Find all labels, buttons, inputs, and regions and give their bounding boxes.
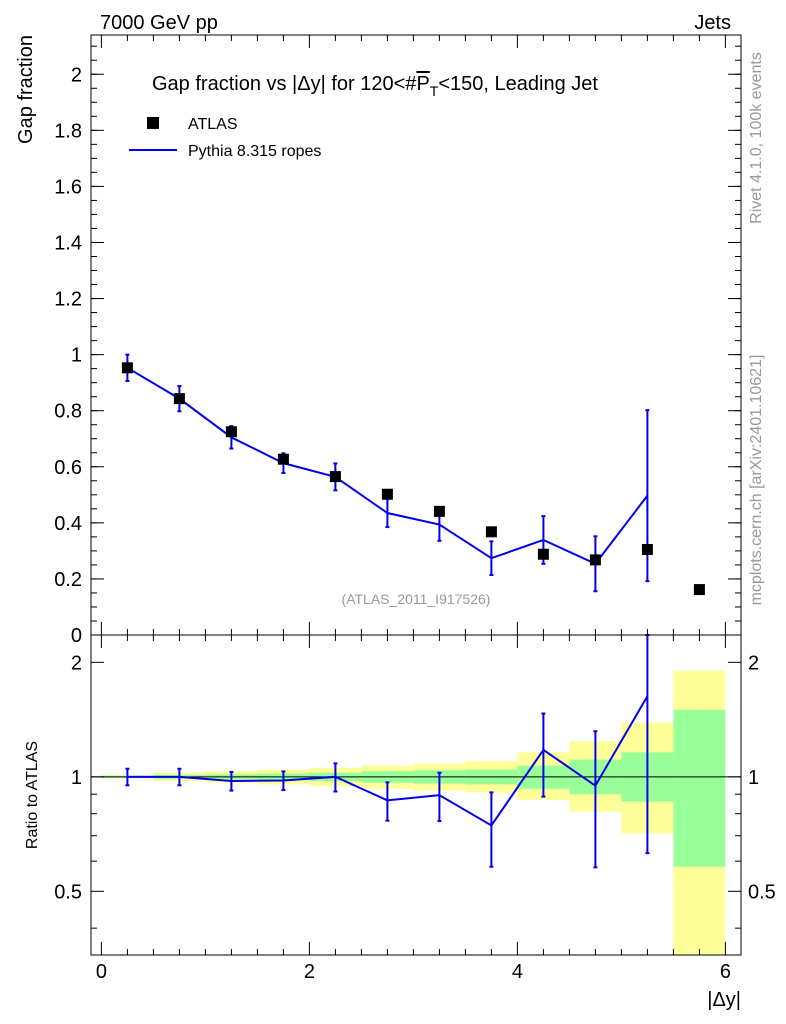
- atlas-data-point: [277, 453, 289, 465]
- rivet-label: Rivet 4.1.0, 100k events: [748, 52, 765, 224]
- atlas-data-point: [225, 426, 237, 438]
- atlas-data-point: [693, 584, 705, 596]
- x-tick-label: 0: [96, 961, 107, 983]
- mc-series-main: [125, 353, 650, 593]
- x-tick-label: 2: [304, 961, 315, 983]
- main-ytick-label: 0.8: [54, 401, 82, 423]
- atlas-data-point: [433, 505, 445, 517]
- main-title: Gap fraction vs |Δy| for 120<#PT<150, Le…: [152, 73, 598, 99]
- title-symbol: P: [416, 73, 429, 95]
- title-post: <150, Leading Jet: [438, 73, 598, 95]
- main-ytick-label: 1.6: [54, 176, 82, 198]
- header-right: Jets: [694, 12, 731, 34]
- mc-line-main: [126, 366, 649, 566]
- atlas-data-point: [121, 362, 133, 374]
- atlas-data-point: [641, 543, 653, 555]
- atlas-data-point: [173, 393, 185, 405]
- ratio-panel: 0.5 0.5 1 1 2 2 0 2 4 6 Ratio to ATLAS |Δy|: [24, 634, 776, 1011]
- title-subscript: T: [430, 83, 439, 99]
- data-series-main: [121, 362, 705, 596]
- legend-marker-atlas: [147, 117, 159, 129]
- main-ytick-label: 0: [71, 625, 82, 647]
- atlas-data-point: [589, 554, 601, 566]
- ratio-ytick-label-right: 1: [748, 767, 759, 789]
- analysis-label: (ATLAS_2011_I917526): [342, 591, 491, 607]
- inner-uncertainty-band: [673, 709, 726, 867]
- main-ytick-label: 0.2: [54, 569, 82, 591]
- title-pre: Gap fraction vs |Δy| for 120<#: [152, 73, 417, 95]
- x-tick-label: 6: [720, 961, 731, 983]
- ratio-ytick-label: 0.5: [54, 881, 82, 903]
- atlas-data-point: [485, 526, 497, 538]
- main-ytick-label: 1.4: [54, 232, 82, 254]
- legend-label-atlas: ATLAS: [188, 116, 238, 133]
- main-ytick-label: 1.8: [54, 120, 82, 142]
- mcplots-label: mcplots.cern.ch [arXiv:2401.10621]: [748, 355, 765, 606]
- main-ytick-label: 2: [71, 64, 82, 86]
- x-tick-label: 4: [512, 961, 523, 983]
- atlas-data-point: [537, 548, 549, 560]
- main-y-label: Gap fraction: [15, 35, 37, 144]
- ratio-ytick-label-right: 0.5: [748, 881, 776, 903]
- legend-label-mc: Pythia 8.315 ropes: [188, 143, 321, 160]
- main-y-ticks: 0 0.2 0.4 0.6 0.8 1 1.2 1.4 1.6 1.8 2: [54, 45, 741, 647]
- ratio-x-ticks: 0 2 4 6: [96, 635, 731, 983]
- main-ytick-label: 0.6: [54, 457, 82, 479]
- ratio-frame: [90, 634, 742, 956]
- ratio-y-ticks: 0.5 0.5 1 1 2 2: [54, 652, 776, 929]
- main-ytick-label: 1.2: [54, 289, 82, 311]
- mc-series-ratio: [125, 634, 650, 869]
- ratio-uncertainty-bands: [101, 670, 726, 955]
- main-ytick-label: 1: [71, 345, 82, 367]
- atlas-data-point: [329, 471, 341, 483]
- ratio-ytick-label: 2: [71, 652, 82, 674]
- x-axis-label: |Δy|: [707, 989, 741, 1011]
- legend: ATLAS Pythia 8.315 ropes: [129, 116, 321, 160]
- main-x-ticks: [100, 35, 726, 635]
- header-left: 7000 GeV pp: [100, 12, 218, 34]
- ratio-y-label: Ratio to ATLAS: [24, 741, 41, 849]
- main-panel: 0 0.2 0.4 0.6 0.8 1 1.2 1.4 1.6 1.8 2 Gap fraction…: [15, 34, 742, 647]
- atlas-data-point: [381, 488, 393, 500]
- main-ytick-label: 0.4: [54, 513, 82, 535]
- ratio-ytick-label-right: 2: [748, 652, 759, 674]
- ratio-ytick-label: 1: [71, 767, 82, 789]
